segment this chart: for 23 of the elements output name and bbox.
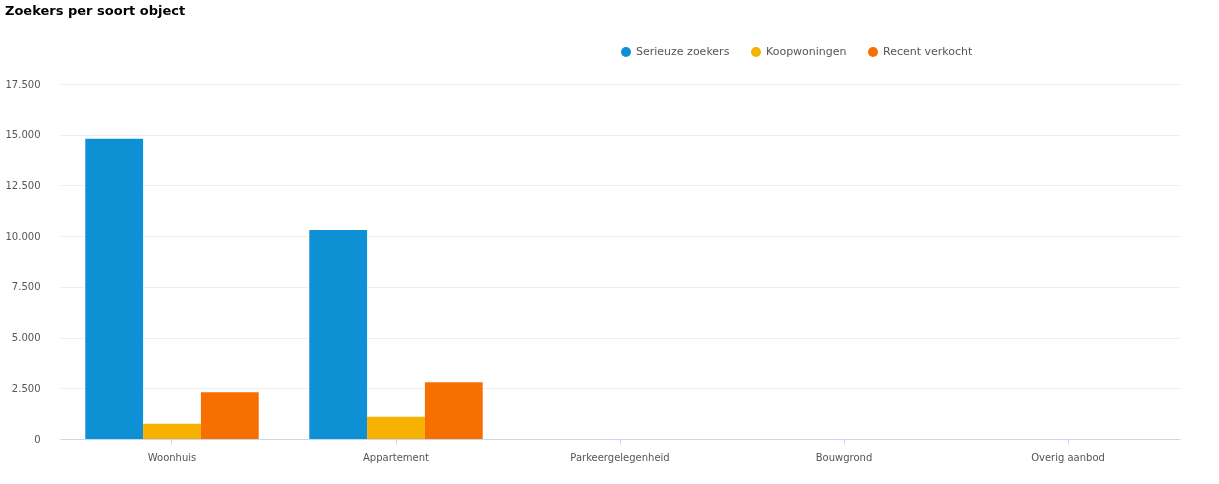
- y-tick-label: 7.500: [11, 281, 41, 293]
- y-tick-label: 17.500: [5, 78, 41, 90]
- legend-label: Recent verkocht: [883, 45, 974, 58]
- y-tick-label: 10.000: [5, 230, 41, 242]
- y-tick-label: 2.500: [11, 382, 41, 394]
- bar: [309, 230, 368, 439]
- bar: [200, 392, 259, 439]
- bar: [367, 416, 425, 439]
- bar: [424, 382, 483, 439]
- y-tick-label: 12.500: [5, 179, 41, 191]
- bar: [85, 138, 144, 439]
- y-tick-label: 5.000: [11, 332, 41, 344]
- x-tick-label: Appartement: [362, 451, 430, 463]
- y-tick-label: 0: [34, 433, 41, 445]
- x-tick-label: Bouwgrond: [815, 451, 873, 463]
- bar: [143, 423, 201, 439]
- legend-label: Serieuze zoekers: [636, 45, 730, 58]
- x-tick-label: Overig aanbod: [1031, 451, 1105, 463]
- chart-title: Zoekers per soort object: [5, 3, 186, 18]
- x-tick-label: Parkeergelegenheid: [570, 451, 670, 463]
- y-tick-label: 15.000: [5, 129, 41, 141]
- legend-label: Koopwoningen: [766, 45, 847, 58]
- x-tick-label: Woonhuis: [147, 451, 197, 463]
